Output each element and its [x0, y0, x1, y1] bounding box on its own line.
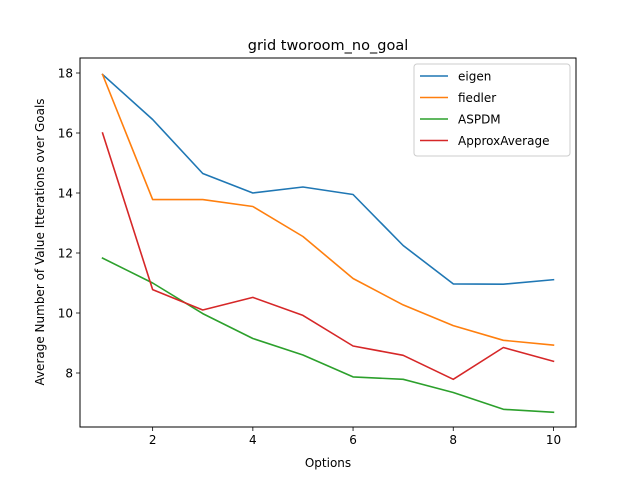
legend-label: ASPDM — [458, 113, 501, 127]
y-tick-label: 10 — [58, 307, 73, 321]
series-line-fiedler — [101, 73, 555, 346]
y-tick-label: 8 — [65, 367, 73, 381]
legend-box — [413, 63, 571, 157]
y-tick-label: 16 — [58, 127, 73, 141]
legend-item: eigen — [420, 70, 491, 84]
legend-label: ApproxAverage — [458, 134, 549, 148]
x-tick-label: 10 — [546, 433, 561, 447]
axes: 2 4 6 8 10 8 10 12 14 16 18 — [58, 67, 561, 448]
legend-label: eigen — [458, 70, 491, 84]
legend-label: fiedler — [458, 91, 496, 105]
legend-item: ASPDM — [420, 113, 501, 127]
axes-frame — [79, 57, 577, 428]
series-lines — [101, 73, 555, 414]
y-axis-label: Average Number of Value Itterations over… — [33, 98, 47, 385]
legend-item: fiedler — [420, 91, 496, 105]
x-tick-label: 2 — [149, 433, 157, 447]
x-tick-label: 8 — [449, 433, 457, 447]
series-line-aspdm — [101, 257, 555, 414]
legend-item: ApproxAverage — [420, 134, 549, 148]
y-tick-label: 18 — [58, 67, 73, 81]
chart-title: grid tworoom_no_goal — [248, 38, 408, 54]
y-tick-label: 14 — [58, 187, 73, 201]
x-tick-label: 4 — [249, 433, 257, 447]
series-line-eigen — [101, 73, 555, 286]
series-line-approxaverage — [101, 131, 555, 381]
y-tick-label: 12 — [58, 247, 73, 261]
x-tick-label: 6 — [349, 433, 357, 447]
legend: eigen fiedler ASPDM ApproxAverage — [413, 63, 571, 157]
x-axis-label: Options — [305, 456, 351, 470]
